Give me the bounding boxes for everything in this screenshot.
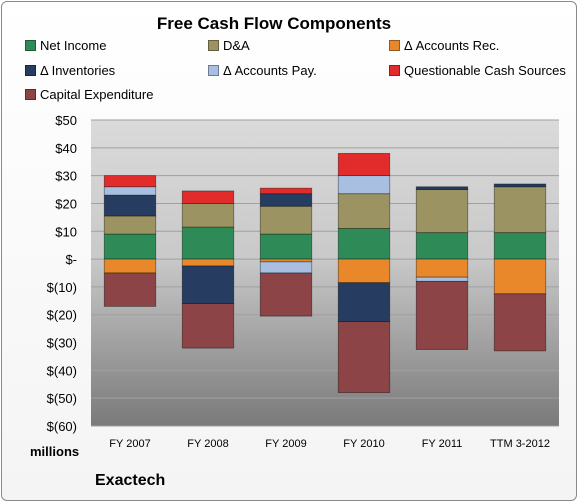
legend-label-net-income: Net Income	[40, 38, 107, 53]
legend-inventories: Δ Inventories	[25, 63, 115, 78]
bar-segment-d-a	[493, 186, 547, 234]
x-tick-label: FY 2011	[422, 438, 463, 450]
legend-capex: Capital Expenditure	[25, 87, 153, 102]
bar-segment-capital-expenditure	[181, 303, 235, 349]
y-tick-label: $20	[55, 196, 77, 211]
bar-segment-accounts-rec	[493, 258, 547, 295]
legend-swatch-accounts-rec	[389, 40, 400, 51]
bar-segment-inventories	[181, 265, 235, 304]
bars	[103, 152, 547, 394]
bar-segment-accounts-rec	[259, 258, 313, 263]
bar-segment-d-a	[103, 215, 157, 235]
legend-label-accounts-pay: Δ Accounts Pay.	[223, 63, 317, 78]
bar-segment-net-income	[259, 233, 313, 260]
bar-segment-accounts-rec	[103, 258, 157, 274]
bar-segment-net-income	[103, 233, 157, 260]
y-tick-label: $40	[55, 141, 77, 156]
brand-label: Exactech	[95, 472, 166, 489]
legend-label-questionable-cash: Questionable Cash Sources	[404, 63, 566, 78]
y-axis-unit-label: millions	[30, 444, 80, 459]
bar-segment-net-income	[337, 228, 391, 260]
y-tick-label: $30	[55, 169, 77, 184]
x-tick-label: FY 2010	[343, 438, 384, 450]
y-tick-label: $10	[55, 224, 77, 239]
legend-swatch-da	[208, 40, 219, 51]
bar-segment-inventories	[493, 183, 547, 188]
y-tick-label: $(10)	[47, 280, 77, 295]
bar-segment-net-income	[181, 226, 235, 260]
bar-segment-d-a	[181, 203, 235, 228]
y-axis-ticks: $50 $40 $30 $20 $10 $- $(10) $(20) $(30) $(40) $(5…	[47, 113, 77, 434]
bar-segment-questionable-cash-sources	[103, 175, 157, 188]
bar-segment-capital-expenditure	[415, 280, 469, 350]
x-tick-label: FY 2009	[265, 438, 306, 450]
bar-segment-accounts-rec	[337, 258, 391, 284]
bar-segment-accounts-rec	[415, 258, 469, 278]
bar-segment-questionable-cash-sources	[259, 187, 313, 195]
bar-segment-inventories	[337, 282, 391, 323]
legend-swatch-inventories	[25, 65, 36, 76]
bar-segment-capital-expenditure	[337, 321, 391, 394]
x-axis-ticks: FY 2007 FY 2008 FY 2009 FY 2010 FY 2011 TTM 3…	[109, 438, 550, 450]
legend-accounts-pay: Δ Accounts Pay.	[208, 63, 317, 78]
x-tick-label: FY 2007	[109, 438, 150, 450]
bar-segment-questionable-cash-sources	[181, 190, 235, 204]
legend-swatch-net-income	[25, 40, 36, 51]
bar-segment-capital-expenditure	[259, 272, 313, 317]
bar-segment-net-income	[493, 232, 547, 260]
y-tick-label: $(40)	[47, 363, 77, 378]
legend-swatch-accounts-pay	[208, 65, 219, 76]
y-tick-label: $(50)	[47, 391, 77, 406]
y-tick-label: $-	[65, 252, 77, 267]
chart-title: Free Cash Flow Components	[156, 14, 392, 33]
y-tick-label: $(30)	[47, 336, 77, 351]
legend-label-capex: Capital Expenditure	[40, 87, 154, 102]
legend-swatch-questionable-cash	[389, 65, 400, 76]
bar-segment-questionable-cash-sources	[337, 152, 391, 177]
legend-questionable-cash: Questionable Cash Sources	[389, 63, 566, 78]
bar-segment-accounts-pay	[103, 186, 157, 196]
bar-segment-d-a	[337, 193, 391, 229]
gridlines	[91, 119, 559, 427]
bar-segment-accounts-rec	[181, 258, 235, 267]
bar-segment-net-income	[415, 232, 469, 260]
bar-segment-capital-expenditure	[493, 293, 547, 352]
x-tick-label: FY 2008	[187, 438, 228, 450]
legend-net-income: Net Income	[25, 38, 106, 53]
y-tick-label: $50	[55, 113, 77, 128]
legend-label-inventories: Δ Inventories	[40, 63, 116, 78]
y-tick-label: $(60)	[47, 419, 77, 434]
legend-label-accounts-rec: Δ Accounts Rec.	[404, 38, 500, 53]
legend-da: D&A	[208, 38, 250, 53]
bar-segment-d-a	[415, 189, 469, 234]
x-tick-label: TTM 3-2012	[490, 438, 550, 450]
y-tick-label: $(20)	[47, 308, 77, 323]
plot-area	[91, 120, 559, 426]
bar-segment-inventories	[259, 193, 313, 207]
bar-segment-accounts-pay	[337, 175, 391, 195]
bar-segment-accounts-pay	[259, 261, 313, 274]
bar-segment-inventories	[415, 186, 469, 190]
bar-segment-capital-expenditure	[103, 272, 157, 307]
legend-swatch-capex	[25, 89, 36, 100]
bar-segment-inventories	[103, 194, 157, 217]
bar-segment-accounts-pay	[415, 276, 469, 282]
legend-label-da: D&A	[223, 38, 250, 53]
legend-accounts-rec: Δ Accounts Rec.	[389, 38, 499, 53]
bar-segment-d-a	[259, 205, 313, 235]
